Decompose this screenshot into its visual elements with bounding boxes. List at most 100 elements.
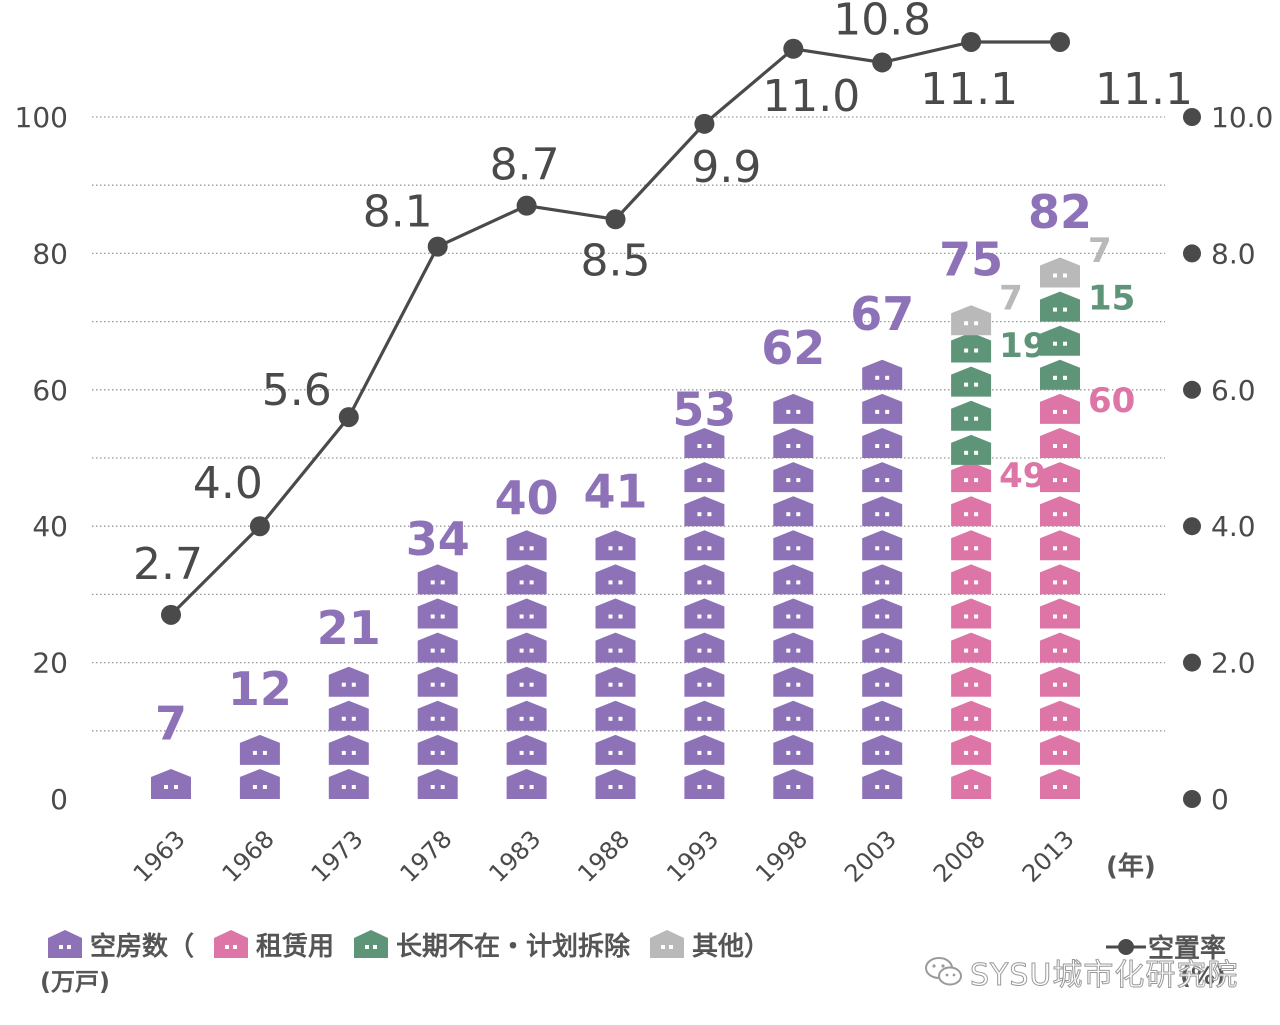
house-window xyxy=(964,416,969,421)
bar-total-label: 12 xyxy=(228,662,292,716)
house-window xyxy=(1063,750,1067,755)
house-window xyxy=(529,614,534,619)
x-tick-label: 1993 xyxy=(661,825,724,888)
house-block xyxy=(862,666,903,697)
house-shape xyxy=(684,530,725,561)
house-window xyxy=(519,546,524,551)
house-block xyxy=(951,366,992,397)
house-shape xyxy=(862,598,903,629)
house-window xyxy=(885,785,890,789)
house-block xyxy=(328,666,369,697)
watermark: SYSU城市化研究院 xyxy=(924,950,1238,994)
house-shape xyxy=(684,734,725,765)
house-block xyxy=(506,769,547,799)
house-block xyxy=(1040,393,1080,424)
house-window xyxy=(875,512,880,517)
house-window xyxy=(796,580,801,585)
rate-polyline xyxy=(169,40,1060,616)
rate-label: 8.7 xyxy=(490,140,560,191)
house-window xyxy=(430,682,435,687)
right-axis-unit: (%) xyxy=(1180,962,1226,990)
house-window xyxy=(697,648,702,653)
rate-point xyxy=(783,38,804,59)
house-window xyxy=(1063,307,1067,312)
rate-label: 8.1 xyxy=(363,187,433,238)
left-tick-label: 40 xyxy=(32,510,68,543)
legend-item-other: 其他） xyxy=(648,926,770,963)
house-window xyxy=(796,750,801,755)
house-window xyxy=(618,750,623,755)
house-block xyxy=(951,666,992,697)
house-window xyxy=(964,785,969,789)
bar-value-labels: 7 12 21 34 40 41 53 62 67 75 82 xyxy=(155,185,1092,751)
house-window xyxy=(885,750,890,755)
house-window xyxy=(529,648,534,653)
house-window xyxy=(964,682,969,687)
house-block xyxy=(773,769,814,799)
house-shape xyxy=(506,632,547,663)
house-window xyxy=(1053,716,1057,721)
house-block xyxy=(506,530,547,561)
house-block xyxy=(862,632,903,663)
house-window xyxy=(796,444,801,448)
house-block xyxy=(684,530,725,561)
house-shape xyxy=(417,632,458,663)
bar-total-label: 62 xyxy=(761,321,825,375)
right-tick-dot xyxy=(1183,244,1201,263)
house-block xyxy=(1040,359,1080,390)
house-shape xyxy=(595,666,636,697)
house-window xyxy=(262,750,267,755)
house-block xyxy=(951,332,992,363)
house-window xyxy=(1053,682,1057,687)
house-window xyxy=(707,546,712,551)
house-block xyxy=(773,598,814,629)
house-window xyxy=(885,409,890,414)
house-window xyxy=(974,416,979,421)
right-tick-label: 8.0 xyxy=(1211,237,1256,270)
house-window xyxy=(440,648,445,653)
house-shape xyxy=(951,496,992,527)
house-window xyxy=(1053,307,1057,312)
house-window xyxy=(440,614,445,619)
house-window xyxy=(618,682,623,687)
legend-item-long-absent: 长期不在・计划拆除 xyxy=(352,926,630,963)
house-shape xyxy=(951,332,992,363)
house-window xyxy=(707,512,712,517)
house-shape xyxy=(595,564,636,595)
house-block xyxy=(1040,632,1080,663)
house-window xyxy=(1063,785,1067,789)
house-window xyxy=(341,716,346,721)
house-block xyxy=(239,769,280,799)
house-shape xyxy=(773,530,814,561)
house-block xyxy=(862,769,903,799)
house-block xyxy=(1040,530,1080,561)
rate-point xyxy=(961,31,982,52)
house-window xyxy=(796,478,801,483)
house-shape xyxy=(328,666,369,697)
house-shape xyxy=(1040,257,1080,288)
house-window xyxy=(796,716,801,721)
house-block xyxy=(684,428,725,458)
house-window xyxy=(885,375,890,380)
house-block xyxy=(951,769,992,799)
house-window xyxy=(707,478,712,483)
legend: 空房数（ 租赁用 长期不在・计划拆除 其他） xyxy=(46,926,788,962)
house-window xyxy=(519,716,524,721)
house-window xyxy=(351,716,356,721)
x-tick-label: 1968 xyxy=(217,825,280,888)
house-block xyxy=(595,769,636,799)
bar-total-label: 82 xyxy=(1028,185,1092,239)
house-block xyxy=(951,400,992,431)
left-tick-label: 100 xyxy=(15,101,68,134)
house-window xyxy=(974,512,979,517)
house-block xyxy=(1040,428,1080,458)
house-window xyxy=(974,382,979,387)
house-shape xyxy=(862,428,903,458)
legend-item-vacant: 空房数（ xyxy=(46,926,194,963)
house-shape xyxy=(951,366,992,397)
house-shape xyxy=(773,496,814,527)
legend-item-rental: 租赁用 xyxy=(212,926,334,963)
rate-point xyxy=(605,209,626,230)
house-window xyxy=(875,614,880,619)
